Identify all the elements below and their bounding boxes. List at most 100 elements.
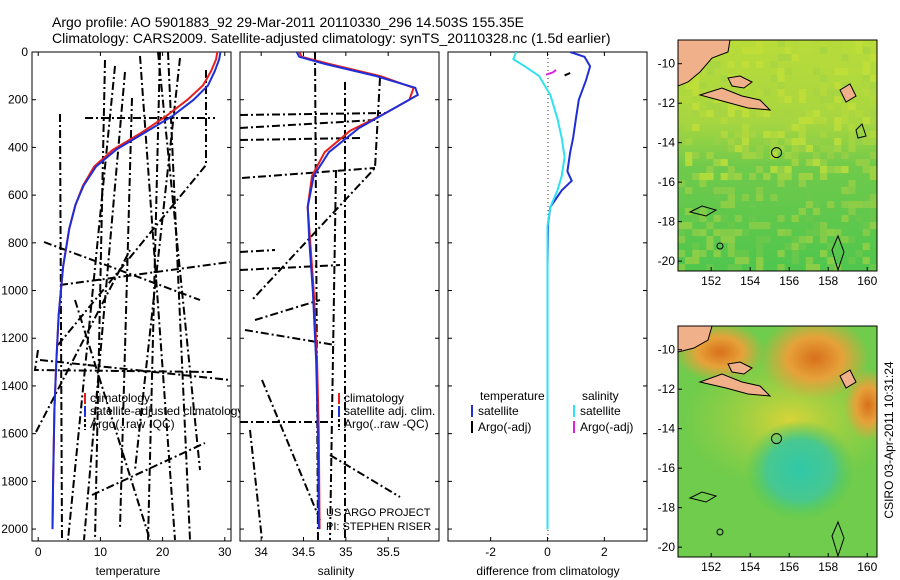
sst-pixel — [862, 117, 870, 125]
sst-pixel — [734, 47, 742, 55]
sst-pixel — [869, 110, 877, 118]
sst-pixel — [770, 131, 778, 139]
sst-pixel — [756, 222, 764, 230]
sst-pixel — [862, 257, 870, 265]
temperature-x-axis: 0 10 20 30 — [35, 52, 232, 559]
argo-raw-trace — [241, 167, 376, 179]
sst-pixel — [827, 166, 835, 174]
sst-pixel — [692, 75, 700, 83]
sst-pixel — [685, 138, 693, 146]
sst-pixel — [784, 110, 792, 118]
sst-pixel — [720, 229, 728, 237]
map-x-tick-label: 156 — [779, 274, 799, 288]
sst-pixel — [756, 89, 764, 97]
sst-pixel — [734, 103, 742, 111]
sst-pixel — [820, 47, 828, 55]
sst-pixel — [862, 61, 870, 69]
sst-pixel — [777, 250, 785, 258]
sst-pixel — [820, 173, 828, 181]
sst-pixel — [848, 208, 856, 216]
sst-pixel — [741, 250, 750, 258]
sst-pixel — [827, 54, 835, 62]
sst-pixel — [784, 47, 792, 55]
sst-pixel — [869, 201, 877, 209]
sst-pixel — [784, 138, 792, 146]
sst-pixel — [791, 215, 799, 223]
sst-pixel — [756, 243, 764, 251]
series-line-satellite — [51, 52, 222, 530]
argo-raw-trace — [261, 379, 321, 521]
legend-heading: temperature — [480, 389, 545, 403]
sst-pixel — [805, 159, 813, 167]
sst-pixel — [798, 173, 806, 181]
sst-pixel — [841, 103, 849, 111]
sst-pixel — [692, 103, 700, 111]
sst-pixel — [734, 131, 742, 139]
y-tick-label: 1000 — [1, 284, 28, 298]
sst-pixel — [777, 40, 785, 48]
sst-pixel — [727, 250, 735, 258]
sst-pixel — [741, 110, 750, 118]
sst-pixel — [749, 173, 757, 181]
sst-pixel — [777, 89, 785, 97]
argo-raw-trace — [59, 261, 231, 286]
map-x-tick-label: 156 — [779, 560, 799, 574]
coastline — [727, 75, 753, 89]
map-y-tick-label: -16 — [658, 461, 676, 475]
sst-pixel — [784, 166, 792, 174]
sst-pixel — [741, 47, 750, 55]
sst-pixel — [699, 89, 707, 97]
sst-pixel — [869, 75, 877, 83]
argo-raw-trace — [33, 349, 213, 373]
sst-map-axes: 152 154 156 158 160 -10 -12 -14 -16 -18 -20 — [658, 57, 878, 288]
sst-pixel — [734, 117, 742, 125]
sst-pixel — [777, 96, 785, 104]
sst-pixel — [805, 264, 813, 271]
sst-pixel — [727, 194, 735, 202]
sst-pixel — [727, 110, 735, 118]
x-tick-label: 35.5 — [377, 545, 401, 559]
sst-pixel — [706, 173, 714, 181]
salinity-series — [295, 52, 420, 530]
sst-pixel — [777, 264, 785, 271]
argo-raw-trace — [147, 52, 161, 541]
sst-pixel — [841, 54, 849, 62]
sst-pixel — [727, 145, 735, 153]
difference-x-label: difference from climatology — [476, 564, 619, 578]
salinity-x-label: salinity — [318, 564, 355, 578]
sst-pixel — [685, 187, 693, 195]
difference-panel: -2 0 2 temperature salinitysatelliteArgo(-a… — [447, 51, 648, 578]
sst-pixel — [855, 159, 863, 167]
sst-pixel — [713, 215, 721, 223]
sst-pixel — [862, 222, 870, 230]
sst-pixel — [692, 257, 700, 265]
sst-pixel — [820, 145, 828, 153]
sst-pixel — [848, 201, 856, 209]
legend-label: Argo(..raw -QC) — [90, 417, 175, 431]
sst-pixel — [798, 89, 806, 97]
sst-pixel — [763, 222, 771, 230]
sst-pixel — [706, 110, 714, 118]
legend-label: satellite-adjusted climatology — [90, 404, 243, 418]
sst-pixel — [798, 180, 806, 188]
argo-raw-trace — [74, 299, 151, 541]
sst-pixel — [699, 68, 707, 76]
x-tick-label: 0 — [35, 545, 42, 559]
sst-pixel — [848, 103, 856, 111]
map-x-tick-label: 154 — [740, 274, 760, 288]
sst-pixel — [706, 61, 714, 69]
sst-pixel — [827, 257, 835, 265]
sst-pixel — [720, 75, 728, 83]
sst-pixel — [820, 131, 828, 139]
sst-pixel — [720, 159, 728, 167]
sst-pixel — [734, 264, 742, 271]
map-x-tick-label: 160 — [857, 274, 877, 288]
sst-pixel — [706, 243, 714, 251]
y-tick-label: 1600 — [1, 427, 28, 441]
project-annotation: US ARGO PROJECT — [326, 507, 431, 519]
sst-pixel — [827, 117, 835, 125]
sst-pixel — [827, 152, 835, 160]
argo-raw-trace — [35, 249, 131, 433]
sst-pixel — [848, 131, 856, 139]
